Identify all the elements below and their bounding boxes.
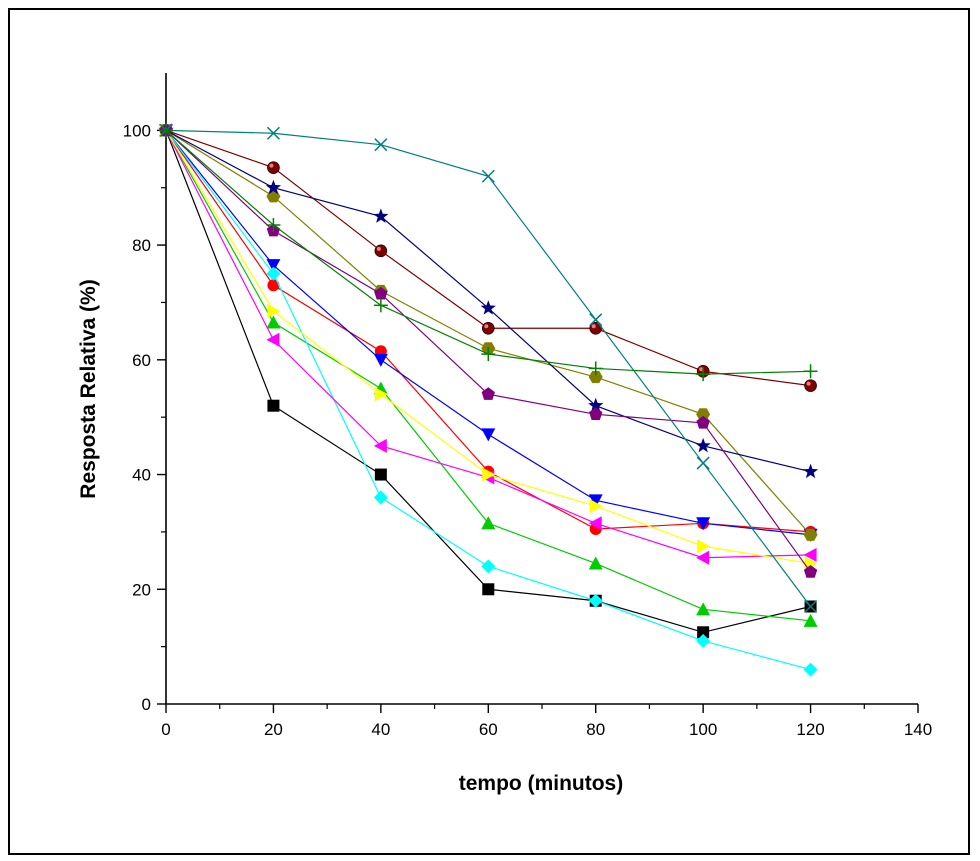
- x-tick-label: 0: [161, 720, 170, 739]
- series-line: [166, 130, 811, 620]
- data-point: [481, 428, 495, 441]
- x-tick-label: 120: [796, 720, 824, 739]
- x-axis-title: tempo (minutos): [459, 772, 623, 795]
- data-point: [482, 583, 494, 595]
- x-tick-label: 20: [264, 720, 283, 739]
- axes: 0 20 40 60 80 100 120 140 0 20 40 60 80 100: [123, 73, 933, 739]
- series-layer: [158, 122, 818, 676]
- data-point: [267, 279, 279, 291]
- data-point-highlight: [592, 324, 596, 328]
- data-point-highlight: [484, 324, 488, 328]
- data-point: [267, 162, 279, 174]
- x-tick-label: 100: [689, 720, 717, 739]
- data-point: [803, 464, 818, 478]
- data-point-highlight: [269, 164, 273, 168]
- data-point: [267, 304, 280, 318]
- data-point: [374, 354, 388, 367]
- data-point: [267, 400, 279, 412]
- data-point: [696, 551, 709, 565]
- data-point-highlight: [807, 382, 811, 386]
- data-point: [805, 380, 817, 392]
- data-point: [266, 316, 280, 329]
- data-point: [696, 602, 710, 615]
- data-point: [482, 322, 494, 334]
- y-tick-label: 0: [142, 695, 151, 714]
- data-point: [375, 469, 387, 481]
- data-point: [589, 407, 602, 420]
- data-point: [481, 516, 495, 529]
- data-point: [696, 438, 711, 452]
- x-tick-label: 40: [371, 720, 390, 739]
- data-point: [374, 490, 388, 504]
- data-point: [589, 556, 603, 569]
- data-point: [375, 245, 387, 257]
- x-tick-label: 80: [586, 720, 605, 739]
- y-axis-title: Resposta Relativa (%): [77, 279, 100, 498]
- data-point: [266, 333, 279, 347]
- data-point: [697, 539, 710, 553]
- y-tick-label: 40: [132, 466, 151, 485]
- data-point-highlight: [377, 247, 381, 251]
- y-tick-label: 60: [132, 351, 151, 370]
- x-tick-label: 140: [904, 720, 932, 739]
- data-point: [481, 559, 495, 573]
- x-tick-label: 60: [479, 720, 498, 739]
- series-line: [166, 130, 811, 606]
- series-3: [159, 123, 818, 626]
- y-tick-label: 80: [132, 236, 151, 255]
- y-tick-label: 100: [123, 121, 151, 140]
- data-point: [804, 663, 818, 677]
- y-tick-label: 20: [132, 580, 151, 599]
